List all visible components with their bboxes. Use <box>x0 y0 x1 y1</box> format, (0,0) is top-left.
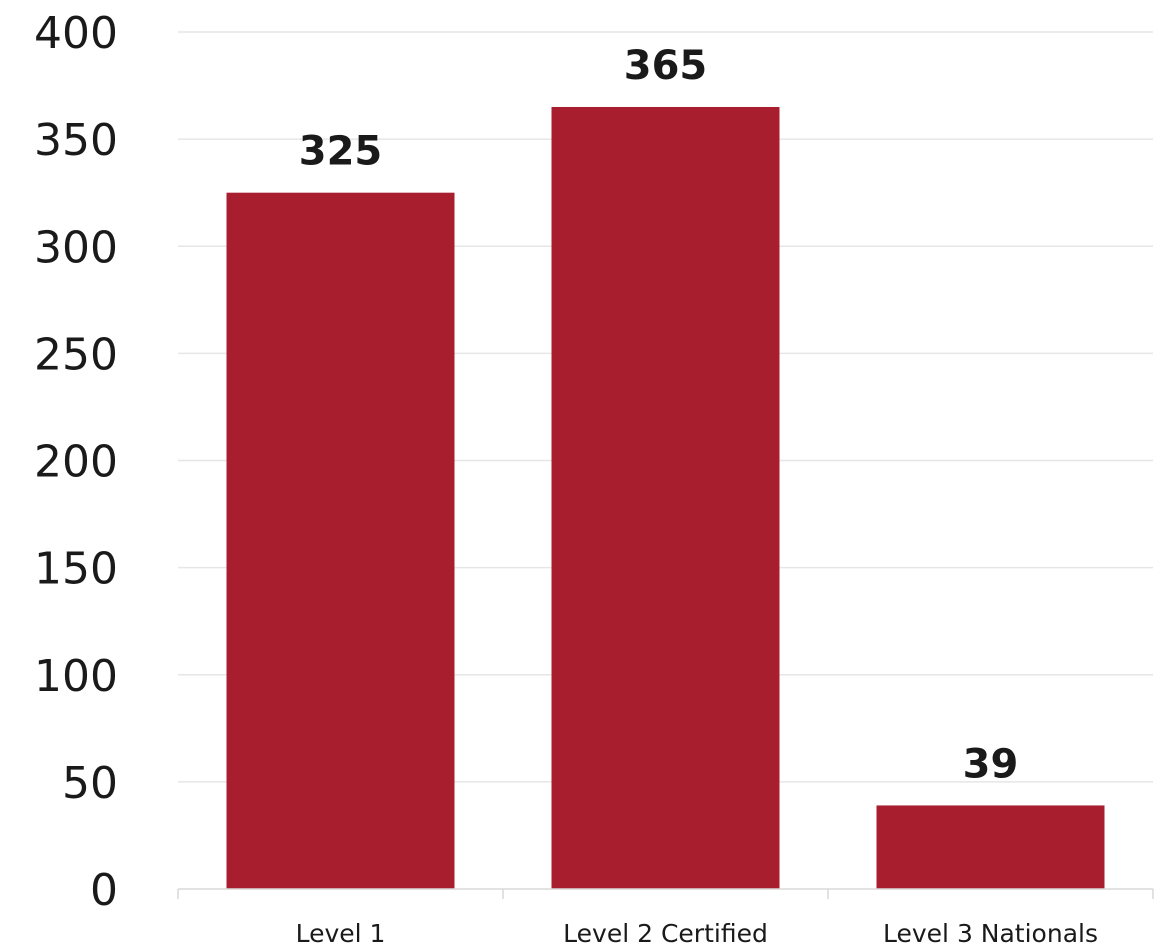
bar <box>226 192 455 889</box>
x-tick-label: Level 3 Nationals <box>883 919 1098 948</box>
data-label: 365 <box>624 43 708 89</box>
x-axis-tick-labels: Level 1 Level 2 Certified Level 3 National… <box>296 919 1098 948</box>
y-axis-tick-labels: 0 50 100 150 200 250 300 350 400 <box>34 8 118 916</box>
bars <box>226 106 1105 890</box>
bar <box>551 106 780 890</box>
y-tick-label: 250 <box>34 329 118 380</box>
y-tick-label: 300 <box>34 222 118 273</box>
x-tick-label: Level 1 <box>296 919 386 948</box>
y-tick-label: 350 <box>34 115 118 166</box>
bar <box>876 805 1105 889</box>
data-label: 325 <box>299 129 383 175</box>
y-tick-label: 0 <box>90 865 118 916</box>
y-tick-label: 50 <box>62 758 118 809</box>
y-tick-label: 100 <box>34 651 118 702</box>
y-tick-label: 200 <box>34 437 118 488</box>
y-tick-label: 150 <box>34 544 118 595</box>
y-tick-label: 400 <box>34 8 118 59</box>
data-label: 39 <box>963 741 1019 787</box>
x-axis <box>177 888 1154 899</box>
data-labels: 325 365 39 <box>299 43 1019 787</box>
x-tick-label: Level 2 Certified <box>563 919 768 948</box>
